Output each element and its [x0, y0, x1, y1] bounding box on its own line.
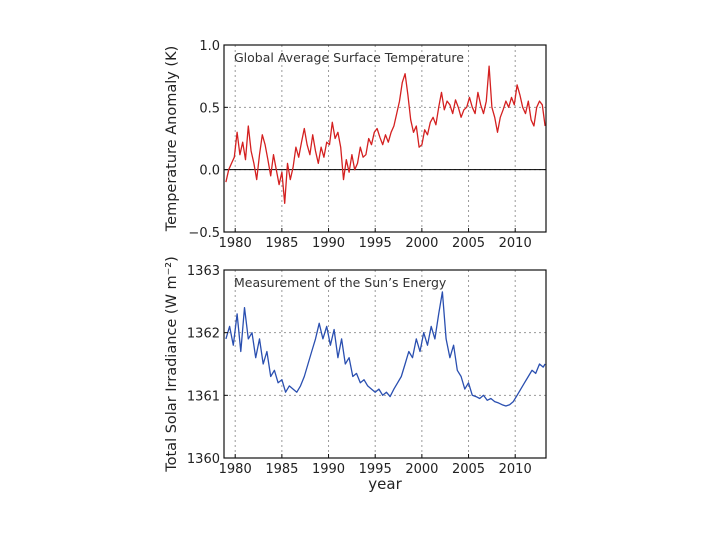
solar-y-tick-label: 1363 [187, 264, 220, 279]
solar-x-tick-label: 1980 [219, 462, 252, 477]
solar-x-tick-label: 1995 [359, 462, 392, 477]
temperature-y-tick-label: −0.5 [188, 226, 220, 241]
solar-plot-frame [223, 269, 547, 459]
solar-x-tick-label: 1985 [265, 462, 298, 477]
solar-x-axis-label: year [368, 475, 402, 493]
solar-x-tick-label: 2010 [499, 462, 532, 477]
solar-x-tick-label: 2000 [405, 462, 438, 477]
temperature-x-tick-label: 2000 [405, 236, 438, 251]
temperature-y-tick-label: 0.5 [199, 101, 220, 116]
temperature-x-tick-label: 1980 [219, 236, 252, 251]
solar-y-tick-label: 1360 [187, 452, 220, 467]
temperature-panel: Global Average Surface Temperature Tempe… [164, 39, 547, 251]
temperature-series-line [225, 65, 546, 204]
solar-panel: Measurement of the Sun’s Energy Total So… [164, 256, 547, 493]
solar-y-tick-label: 1362 [187, 327, 220, 342]
solar-x-tick-label: 2005 [452, 462, 485, 477]
temperature-y-tick-label: 1.0 [199, 39, 220, 54]
temperature-y-tick-label: 0.0 [199, 164, 220, 179]
temperature-x-tick-label: 2005 [452, 236, 485, 251]
solar-x-tick-label: 1990 [312, 462, 345, 477]
temperature-plot-frame [223, 44, 547, 233]
temperature-x-tick-label: 1995 [359, 236, 392, 251]
solar-y-axis-label: Total Solar Irradiance (W m⁻²) [164, 256, 180, 473]
solar-chart-title: Measurement of the Sun’s Energy [234, 275, 447, 290]
temperature-chart-title: Global Average Surface Temperature [234, 50, 464, 65]
temperature-x-tick-label: 2010 [499, 236, 532, 251]
temperature-x-tick-label: 1985 [265, 236, 298, 251]
temperature-x-tick-label: 1990 [312, 236, 345, 251]
temperature-y-axis-label: Temperature Anomaly (K) [164, 46, 180, 233]
solar-y-tick-label: 1361 [187, 389, 220, 404]
solar-series-line [225, 291, 546, 407]
